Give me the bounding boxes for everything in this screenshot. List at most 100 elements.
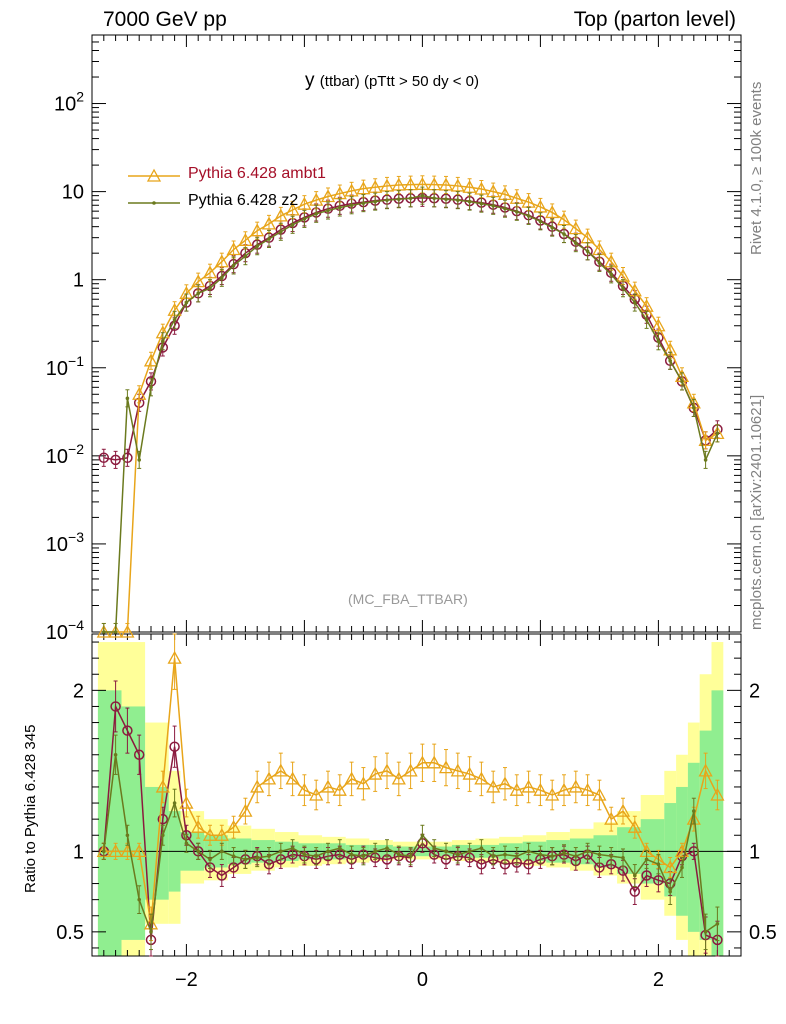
legend-entry-ambt1: Pythia 6.428 ambt1: [188, 165, 326, 182]
data-point: [515, 854, 519, 858]
data-point: [597, 261, 602, 265]
data-point: [621, 855, 625, 860]
data-point: [184, 300, 189, 305]
data-point: [191, 819, 206, 833]
data-point: [474, 181, 489, 195]
data-point: [680, 379, 684, 384]
ratio-y-tick-label: 2: [73, 680, 84, 702]
data-point: [656, 339, 661, 344]
data-point: [562, 232, 566, 236]
data-point: [585, 849, 590, 854]
data-point: [220, 849, 224, 854]
data-point: [479, 846, 484, 850]
data-point: [143, 353, 159, 367]
data-point: [385, 198, 389, 202]
data-point: [149, 930, 153, 934]
data-point: [568, 779, 583, 793]
data-point: [320, 779, 336, 793]
data-point: [161, 339, 165, 344]
data-point: [698, 432, 713, 446]
data-point: [98, 452, 110, 464]
data-point: [132, 386, 147, 400]
data-point: [202, 827, 218, 841]
data-point: [167, 650, 182, 664]
rivet-version-label: Rivet 4.1.0, ≥ 100k events: [748, 81, 765, 255]
band-green-segment: [97, 690, 122, 956]
data-point: [538, 219, 543, 224]
data-point: [491, 854, 496, 858]
data-point: [302, 852, 307, 857]
data-point: [125, 833, 130, 838]
data-point: [238, 803, 253, 817]
data-point: [302, 217, 307, 221]
band-green-segment: [711, 690, 724, 956]
data-point: [556, 212, 572, 226]
data-point: [698, 763, 713, 777]
data-point: [120, 624, 135, 638]
data-point: [515, 209, 519, 214]
data-point: [379, 178, 395, 192]
data-point: [597, 852, 602, 857]
data-point: [344, 771, 359, 785]
data-point: [113, 630, 118, 634]
data-point: [285, 771, 300, 785]
data-point: [243, 254, 248, 258]
data-point: [503, 852, 507, 857]
data-point: [497, 776, 513, 790]
data-point: [226, 242, 241, 256]
data-point: [651, 318, 666, 332]
data-point: [169, 741, 180, 752]
data-point: [550, 225, 554, 230]
data-point: [250, 223, 265, 237]
data-point: [703, 930, 708, 934]
data-point: [415, 755, 430, 769]
data-point: [692, 406, 696, 410]
data-point: [368, 179, 383, 193]
data-point: [420, 833, 425, 838]
data-point: [133, 749, 145, 760]
data-point: [533, 199, 548, 213]
data-point: [110, 454, 121, 466]
main-panel-frame: [91, 34, 742, 633]
data-point: [290, 222, 295, 227]
data-point: [361, 854, 366, 858]
data-point: [172, 318, 177, 322]
data-point: [132, 843, 147, 857]
data-point: [344, 183, 359, 197]
data-point: [574, 854, 578, 858]
data-point: [497, 187, 513, 201]
data-point: [703, 458, 708, 462]
data-point: [574, 241, 578, 245]
data-point: [108, 843, 123, 857]
header-energy: 7000 GeV pp: [103, 8, 227, 31]
main-y-tick-label: 102: [54, 89, 84, 116]
data-point: [538, 852, 543, 857]
data-point: [356, 181, 371, 195]
data-point: [444, 849, 448, 854]
ratio-y-tick-label-right: 0.5: [749, 922, 777, 944]
data-point: [231, 854, 236, 858]
main-y-tick-label: 10: [62, 182, 84, 204]
series-line-1: [103, 183, 718, 633]
mcplots-label: mcplots.cern.ch [arXiv:2401.10621]: [748, 394, 765, 630]
data-point: [332, 782, 347, 796]
data-point: [408, 196, 413, 201]
main-y-tick-label: 10−3: [46, 529, 84, 556]
data-point: [456, 852, 460, 857]
data-point: [314, 854, 319, 858]
ratio-y-tick-label: 1: [73, 841, 84, 863]
data-point: [255, 244, 259, 249]
data-point: [238, 232, 253, 246]
legend-markers: [128, 168, 180, 205]
data-point: [438, 760, 454, 774]
data-point: [568, 221, 583, 235]
band-green-segment: [699, 730, 712, 940]
data-point: [408, 854, 413, 858]
data-point: [338, 205, 342, 210]
data-point: [397, 197, 401, 202]
data-point: [267, 237, 271, 241]
data-point: [627, 819, 642, 833]
data-point: [338, 846, 342, 850]
data-point: [179, 795, 194, 809]
